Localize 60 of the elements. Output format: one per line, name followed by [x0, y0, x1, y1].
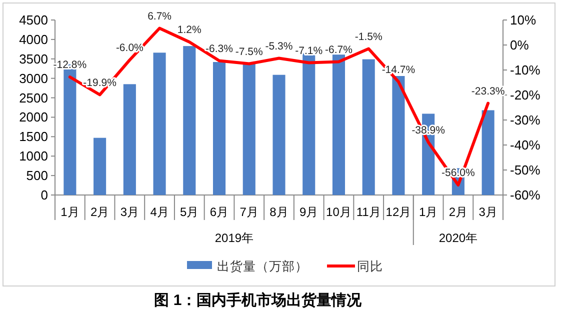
bar	[153, 52, 166, 195]
x-tick-label: 7月	[240, 205, 258, 219]
bar	[392, 76, 405, 195]
data-label: -5.3%	[265, 40, 293, 52]
y-tick-label: 3500	[19, 51, 48, 66]
bar	[362, 59, 375, 195]
y-tick-label: 1500	[19, 129, 48, 144]
x-tick-label: 11月	[356, 205, 381, 219]
data-label: -7.5%	[235, 46, 263, 58]
data-label: -1.5%	[354, 30, 382, 43]
y2-tick-label: -20%	[510, 88, 541, 102]
bar	[242, 62, 256, 195]
y-tick-label: 1000	[19, 148, 48, 164]
data-label: 6.7%	[148, 10, 172, 22]
y-tick-label: 4000	[19, 32, 48, 47]
x-tick-label: 3月	[120, 205, 140, 219]
x-tick-label: 5月	[180, 205, 199, 219]
x-tick-label: 1月	[418, 205, 438, 219]
x-tick-label: 12月	[386, 205, 412, 219]
text: 2020年	[438, 231, 478, 245]
y-tick-label: 3000	[19, 70, 48, 86]
y-tick-label: 4500	[19, 12, 48, 28]
data-label: 1.2%	[177, 24, 202, 36]
y2-tick-label: -40%	[510, 138, 541, 152]
bar	[183, 46, 196, 195]
x-tick-label: 1月	[60, 205, 80, 219]
x-tick-label: 3月	[478, 205, 498, 219]
data-label: -23.3%	[471, 85, 505, 98]
x-tick-label: 8月	[270, 205, 288, 219]
x-tick-label: 9月	[300, 205, 318, 219]
x-tick-label: 6月	[210, 205, 229, 219]
data-label: -6.7%	[325, 44, 352, 56]
x-tick-label: 2月	[90, 205, 110, 219]
bar	[302, 53, 316, 195]
bar	[212, 62, 226, 195]
bar	[123, 84, 136, 195]
y2-tick-label: 10%	[510, 12, 536, 28]
y-tick-label: 2500	[19, 90, 48, 106]
y2-tick-label: -10%	[510, 62, 541, 78]
bar	[332, 54, 346, 195]
y2-tick-label: -50%	[510, 162, 541, 178]
y2-tick-label: -60%	[510, 188, 541, 202]
data-label: -7.1%	[295, 44, 323, 57]
data-label: -6.3%	[206, 42, 233, 55]
y-tick-label: 2000	[19, 110, 48, 125]
bar	[272, 74, 286, 195]
legend-label: 同比	[357, 260, 383, 274]
y-tick-label: 0	[40, 188, 48, 202]
y-tick-label: 500	[26, 168, 48, 184]
text: 2019年	[214, 231, 254, 245]
legend-label: 出货量（万部）	[217, 260, 308, 274]
bar	[482, 110, 494, 195]
x-tick-label: 4月	[150, 205, 169, 219]
y2-tick-label: 0%	[510, 38, 530, 52]
bar	[94, 138, 106, 195]
data-label: -12.8%	[53, 59, 87, 71]
y2-tick-label: -30%	[510, 112, 541, 128]
x-tick-label: 2月	[448, 205, 468, 219]
text: 图 1：国内手机市场出货量情况	[154, 291, 363, 309]
x-tick-label: 10月	[326, 205, 352, 219]
